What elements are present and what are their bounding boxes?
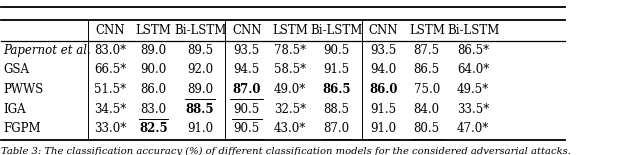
Text: 86.0: 86.0 — [369, 83, 397, 96]
Text: 90.5: 90.5 — [234, 103, 260, 116]
Text: 34.5*: 34.5* — [94, 103, 126, 116]
Text: 94.0: 94.0 — [370, 63, 396, 76]
Text: CNN: CNN — [232, 24, 261, 37]
Text: 91.0: 91.0 — [187, 122, 213, 135]
Text: 47.0*: 47.0* — [457, 122, 489, 135]
Text: 91.0: 91.0 — [371, 122, 396, 135]
Text: 33.0*: 33.0* — [94, 122, 126, 135]
Text: 89.5: 89.5 — [187, 44, 213, 57]
Text: 87.0: 87.0 — [324, 122, 350, 135]
Text: 51.5*: 51.5* — [94, 83, 126, 96]
Text: 33.5*: 33.5* — [457, 103, 489, 116]
Text: 91.5: 91.5 — [371, 103, 396, 116]
Text: Bi-LSTM: Bi-LSTM — [447, 24, 499, 37]
Text: 80.5: 80.5 — [413, 122, 440, 135]
Text: 89.0: 89.0 — [140, 44, 166, 57]
Text: 87.0: 87.0 — [232, 83, 261, 96]
Text: 83.0: 83.0 — [140, 103, 166, 116]
Text: 83.0*: 83.0* — [94, 44, 126, 57]
Text: 91.5: 91.5 — [324, 63, 350, 76]
Text: 93.5: 93.5 — [370, 44, 396, 57]
Text: Bi-LSTM: Bi-LSTM — [310, 24, 363, 37]
Text: Papernot et al.: Papernot et al. — [3, 44, 92, 57]
Text: LSTM: LSTM — [136, 24, 172, 37]
Text: 86.5: 86.5 — [323, 83, 351, 96]
Text: 90.5: 90.5 — [324, 44, 350, 57]
Text: 43.0*: 43.0* — [274, 122, 307, 135]
Text: CNN: CNN — [369, 24, 398, 37]
Text: 89.0: 89.0 — [187, 83, 213, 96]
Text: 75.0: 75.0 — [413, 83, 440, 96]
Text: 82.5: 82.5 — [139, 122, 168, 135]
Text: 49.5*: 49.5* — [457, 83, 489, 96]
Text: 93.5: 93.5 — [234, 44, 260, 57]
Text: 32.5*: 32.5* — [274, 103, 306, 116]
Text: 86.5*: 86.5* — [457, 44, 489, 57]
Text: 78.5*: 78.5* — [274, 44, 306, 57]
Text: 66.5*: 66.5* — [94, 63, 126, 76]
Text: 88.5: 88.5 — [186, 103, 214, 116]
Text: IGA: IGA — [3, 103, 26, 116]
Text: 86.0: 86.0 — [140, 83, 166, 96]
Text: 90.5: 90.5 — [234, 122, 260, 135]
Text: 86.5: 86.5 — [413, 63, 440, 76]
Text: Table 3: The classification accuracy (%) of different classification models for : Table 3: The classification accuracy (%)… — [1, 146, 571, 155]
Text: 49.0*: 49.0* — [274, 83, 307, 96]
Text: LSTM: LSTM — [272, 24, 308, 37]
Text: 88.5: 88.5 — [324, 103, 349, 116]
Text: GSA: GSA — [3, 63, 29, 76]
Text: 84.0: 84.0 — [413, 103, 440, 116]
Text: 64.0*: 64.0* — [457, 63, 489, 76]
Text: CNN: CNN — [95, 24, 125, 37]
Text: Bi-LSTM: Bi-LSTM — [174, 24, 226, 37]
Text: 94.5: 94.5 — [234, 63, 260, 76]
Text: 90.0: 90.0 — [140, 63, 166, 76]
Text: FGPM: FGPM — [3, 122, 41, 135]
Text: 58.5*: 58.5* — [274, 63, 306, 76]
Text: LSTM: LSTM — [409, 24, 445, 37]
Text: 87.5: 87.5 — [413, 44, 440, 57]
Text: 92.0: 92.0 — [187, 63, 213, 76]
Text: PWWS: PWWS — [3, 83, 44, 96]
